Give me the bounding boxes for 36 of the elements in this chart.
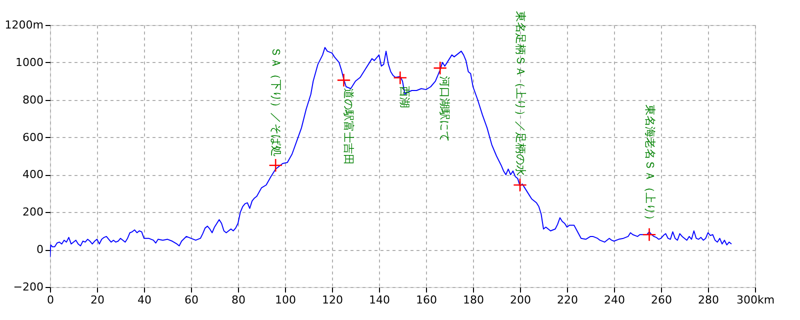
point — [642, 228, 656, 242]
y-tick-label: 0 — [36, 243, 44, 256]
x-tick-label: 280 — [698, 294, 719, 306]
annotation: ＳＡ（下り）／そば処 — [270, 46, 283, 156]
x-tick-label: 300km — [736, 294, 775, 306]
point — [513, 178, 527, 192]
annotation: 河口湖駅にて — [438, 76, 452, 142]
x-tick-label: 20 — [90, 294, 104, 306]
point — [433, 61, 448, 76]
x-tick-label: 160 — [416, 294, 437, 306]
y-tick-label: 800 — [22, 93, 44, 106]
x-tick-label: 40 — [138, 294, 152, 306]
y-tick-label: 600 — [22, 130, 44, 144]
point — [268, 158, 283, 172]
annotation: 東名海老名ＳＡ（上り） — [643, 104, 656, 226]
x-tick-label: 80 — [232, 294, 246, 306]
x-tick-label: 0 — [47, 294, 54, 306]
annotation: 西湖 — [398, 86, 412, 108]
x-tick-label: 120 — [322, 294, 343, 306]
y-tick-label: 400 — [22, 168, 44, 182]
x-tick-label: 60 — [184, 294, 198, 306]
x-tick-label: 140 — [369, 294, 390, 306]
annotation: 道の駅富士吉田 — [342, 88, 355, 166]
x-tick-label: 260 — [651, 294, 672, 306]
annotation: 東名足柄ＳＡ（上り）／足柄の水 — [514, 11, 527, 176]
x-tick-label: 100 — [275, 294, 296, 306]
x-tick-label: 180 — [463, 294, 484, 306]
x-tick-label: 200 — [510, 294, 531, 306]
y-tick-label: 200 — [22, 206, 44, 219]
x-tick-label: 220 — [557, 294, 578, 306]
point — [336, 73, 351, 88]
y-tick-label: 1200m — [4, 18, 44, 32]
y-tick-label: 1000 — [16, 56, 44, 69]
y-tick-label: −200 — [13, 280, 44, 294]
point — [393, 70, 408, 85]
x-tick-label: 240 — [604, 294, 625, 306]
